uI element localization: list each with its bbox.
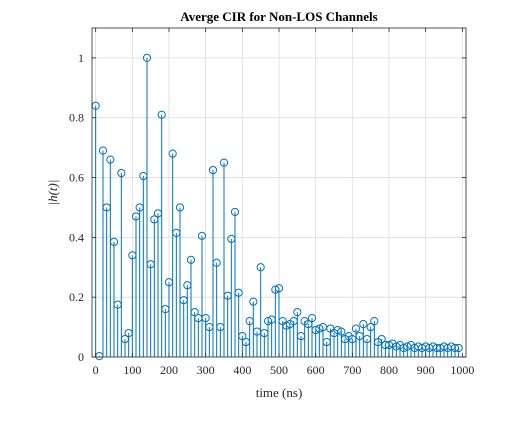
stem-marker — [201, 314, 210, 323]
stem-marker — [142, 53, 152, 63]
stem-marker — [186, 255, 196, 264]
y-tick-label: 0.8 — [69, 111, 84, 125]
ticks — [92, 28, 466, 358]
chart-title: Averge CIR for Non-LOS Channels — [180, 9, 377, 24]
stem-marker — [274, 284, 284, 293]
stem-marker — [106, 155, 115, 164]
x-tick-label: 300 — [197, 363, 215, 377]
x-tick-label: 600 — [307, 363, 325, 377]
y-tick-label: 0.6 — [69, 171, 84, 185]
stem-marker — [219, 158, 229, 167]
stem-marker — [454, 343, 463, 353]
x-tick-label: 500 — [270, 363, 288, 377]
stem-marker — [109, 237, 119, 246]
stem-marker — [98, 146, 108, 155]
x-tick-label: 800 — [380, 363, 398, 377]
x-tick-label: 900 — [417, 363, 435, 377]
stem-marker — [168, 149, 177, 158]
stem-series — [91, 53, 463, 361]
x-tick-label: 400 — [233, 363, 251, 377]
x-axis-label: time (ns) — [256, 385, 303, 400]
stem-marker — [238, 331, 247, 341]
stem-marker — [377, 334, 386, 344]
y-tick-label: 0 — [78, 350, 84, 364]
stem-marker — [256, 263, 265, 272]
stem-marker — [359, 320, 368, 329]
stem-marker — [157, 110, 166, 119]
stem-marker — [230, 207, 240, 217]
stem-marker — [293, 308, 302, 317]
stem-marker — [197, 231, 207, 240]
stem-marker — [337, 327, 346, 336]
stem-marker — [175, 203, 185, 212]
y-tick-label: 1 — [78, 51, 84, 65]
tick-labels: 0 100 200 300 400 500 600 700 800 900 1000 0 0.2 0.4 0… — [69, 51, 474, 377]
x-tick-label: 1000 — [450, 363, 474, 377]
stem-marker — [234, 288, 243, 297]
stem-marker — [333, 325, 342, 335]
stem-marker — [351, 324, 361, 333]
y-tick-label: 0.4 — [69, 230, 84, 244]
stem-marker — [370, 317, 379, 326]
stem-marker — [117, 168, 126, 178]
x-tick-label: 200 — [160, 363, 178, 377]
y-axis-label: |h(t)| — [45, 180, 60, 206]
stem-marker — [249, 297, 258, 306]
stem-marker — [307, 314, 317, 323]
x-tick-label: 0 — [93, 363, 99, 377]
x-tick-label: 100 — [123, 363, 141, 377]
x-tick-label: 700 — [343, 363, 361, 377]
y-tick-label: 0.2 — [69, 290, 84, 304]
stem-marker — [190, 308, 199, 317]
stem-marker — [208, 165, 218, 175]
stem-marker — [212, 258, 221, 267]
